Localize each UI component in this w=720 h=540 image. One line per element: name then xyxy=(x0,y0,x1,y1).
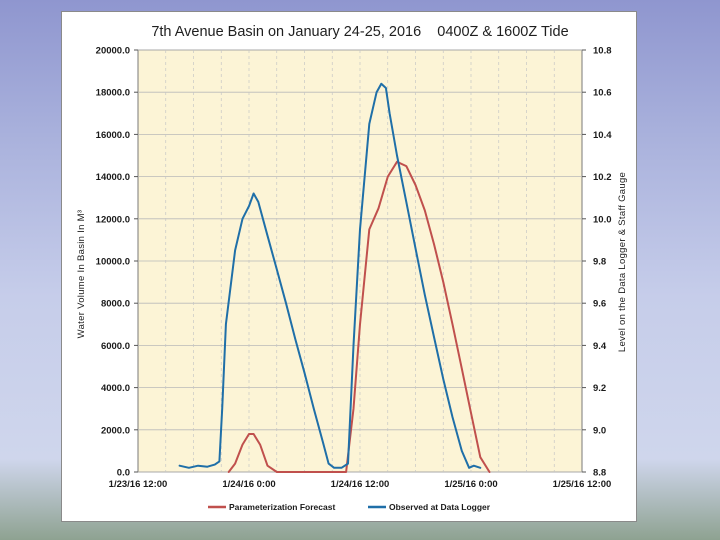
series-line-forecast xyxy=(227,160,491,473)
right-tick-label: 10.2 xyxy=(593,172,612,183)
right-tick-label: 10.0 xyxy=(593,214,612,225)
x-tick-label: 1/25/16 0:00 xyxy=(444,479,497,490)
left-axis: 0.0 2000.0 4000.0 6000.0 8000.0 10000.0 12000.… xyxy=(96,46,138,479)
chart-frame: 7th Avenue Basin on January 24-25, 2016 … xyxy=(61,11,637,522)
left-tick-label: 10000.0 xyxy=(96,257,130,268)
series-layer xyxy=(178,82,491,473)
series-line-observed xyxy=(178,82,482,469)
y-axis-left-label: Water Volume In Basin In M³ xyxy=(76,210,87,339)
legend-label-observed: Observed at Data Logger xyxy=(389,502,491,512)
left-tick-label: 14000.0 xyxy=(96,172,130,183)
left-tick-label: 20000.0 xyxy=(96,46,130,57)
right-tick-label: 9.8 xyxy=(593,257,606,268)
left-tick-label: 2000.0 xyxy=(101,425,130,436)
chart: 7th Avenue Basin on January 24-25, 2016 … xyxy=(76,24,628,512)
right-tick-label: 9.0 xyxy=(593,425,606,436)
legend: Parameterization Forecast Observed at Da… xyxy=(208,502,491,512)
x-tick-label: 1/24/16 12:00 xyxy=(331,479,390,490)
right-tick-label: 9.6 xyxy=(593,299,606,310)
legend-label-forecast: Parameterization Forecast xyxy=(229,502,335,512)
x-tick-label: 1/24/16 0:00 xyxy=(222,479,275,490)
left-tick-label: 18000.0 xyxy=(96,88,130,99)
gridlines xyxy=(138,49,582,473)
right-tick-label: 9.2 xyxy=(593,383,606,394)
left-tick-label: 12000.0 xyxy=(96,214,130,225)
right-axis: 8.8 9.0 9.2 9.4 9.6 9.8 10.0 10.2 10.4 10.6 10.8 xyxy=(582,46,612,479)
x-tick-label: 1/25/16 12:00 xyxy=(553,479,612,490)
x-tick-label: 1/23/16 12:00 xyxy=(109,479,168,490)
right-tick-label: 8.8 xyxy=(593,468,606,479)
x-axis: 1/23/16 12:00 1/24/16 0:00 1/24/16 12:00 1/… xyxy=(109,479,612,490)
right-tick-label: 10.8 xyxy=(593,46,612,57)
right-tick-label: 9.4 xyxy=(593,341,607,352)
left-tick-label: 8000.0 xyxy=(101,299,130,310)
y-axis-right-label: Level on the Data Logger & Staff Gauge xyxy=(617,172,628,352)
left-tick-label: 16000.0 xyxy=(96,130,130,141)
left-tick-label: 6000.0 xyxy=(101,341,130,352)
right-tick-label: 10.6 xyxy=(593,88,612,99)
left-tick-label: 0.0 xyxy=(117,468,130,479)
right-tick-label: 10.4 xyxy=(593,130,612,141)
chart-title: 7th Avenue Basin on January 24-25, 2016 … xyxy=(151,24,568,40)
left-tick-label: 4000.0 xyxy=(101,383,130,394)
